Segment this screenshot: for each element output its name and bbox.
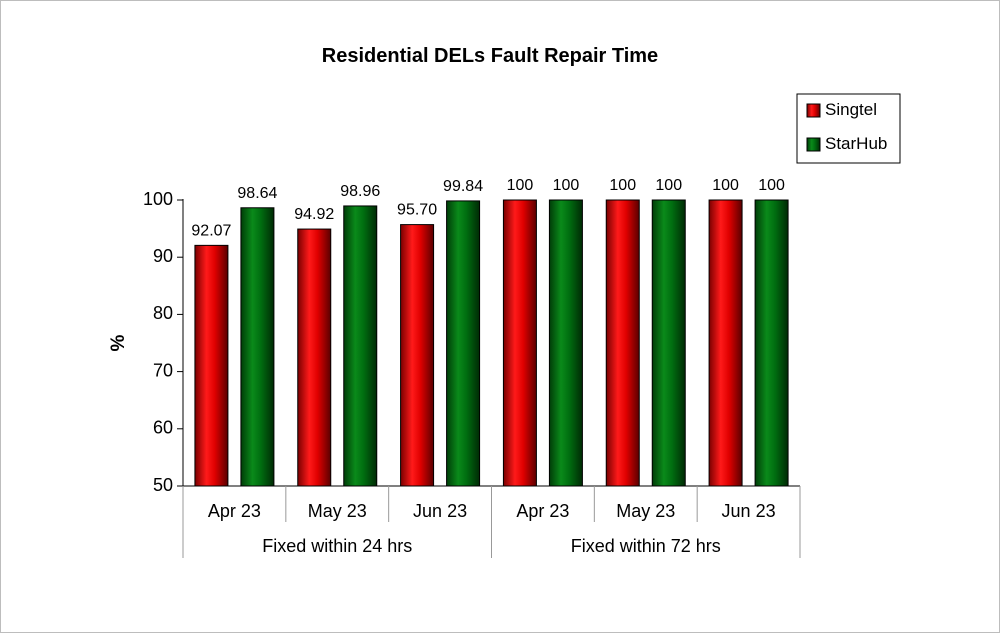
x-group-label: Fixed within 24 hrs [262, 536, 412, 556]
x-tick-label: Jun 23 [722, 501, 776, 521]
legend-label-starhub: StarHub [825, 134, 887, 153]
plot-area: 50 60 70 80 90 100 92.07 94.92 95.70 100 100 100 98.… [143, 177, 801, 558]
y-axis-label: % [108, 334, 129, 351]
y-tick-label: 100 [143, 189, 173, 209]
bar-starhub [754, 199, 789, 487]
data-label: 100 [553, 177, 580, 194]
bar-starhub [446, 200, 481, 487]
data-label: 95.70 [397, 202, 437, 219]
legend-swatch-starhub [806, 137, 821, 152]
x-tick-label: May 23 [308, 501, 367, 521]
data-label: 100 [609, 177, 636, 194]
bar-starhub [343, 205, 378, 487]
bar-singtel [194, 244, 229, 487]
bar-starhub [548, 199, 583, 487]
data-label: 98.64 [237, 185, 277, 202]
y-tick-label: 60 [153, 418, 173, 438]
data-label: 100 [758, 177, 785, 194]
bar-starhub [240, 207, 275, 487]
data-label: 92.07 [191, 222, 231, 239]
bar-singtel [708, 199, 743, 487]
legend: Singtel StarHub [796, 93, 901, 164]
y-tick-label: 90 [153, 246, 173, 266]
data-label: 100 [655, 177, 682, 194]
legend-swatch-singtel [806, 103, 821, 118]
legend-label-singtel: Singtel [825, 100, 877, 119]
y-tick-label: 80 [153, 303, 173, 323]
data-label: 94.92 [294, 206, 334, 223]
x-tick-label: Apr 23 [516, 501, 569, 521]
x-tick-label: Apr 23 [208, 501, 261, 521]
data-label: 100 [507, 177, 534, 194]
x-tick-label: May 23 [616, 501, 675, 521]
chart-title: Residential DELs Fault Repair Time [322, 45, 658, 67]
data-label: 100 [712, 177, 739, 194]
data-label: 98.96 [340, 183, 380, 200]
y-tick-label: 70 [153, 360, 173, 380]
y-tick-label: 50 [153, 475, 173, 495]
x-tick-label: Jun 23 [413, 501, 467, 521]
bar-singtel [297, 228, 332, 487]
bar-singtel [502, 199, 537, 487]
x-group-label: Fixed within 72 hrs [571, 536, 721, 556]
data-label: 99.84 [443, 178, 483, 195]
bar-starhub [651, 199, 686, 487]
bar-singtel [605, 199, 640, 487]
bar-singtel [400, 224, 435, 487]
